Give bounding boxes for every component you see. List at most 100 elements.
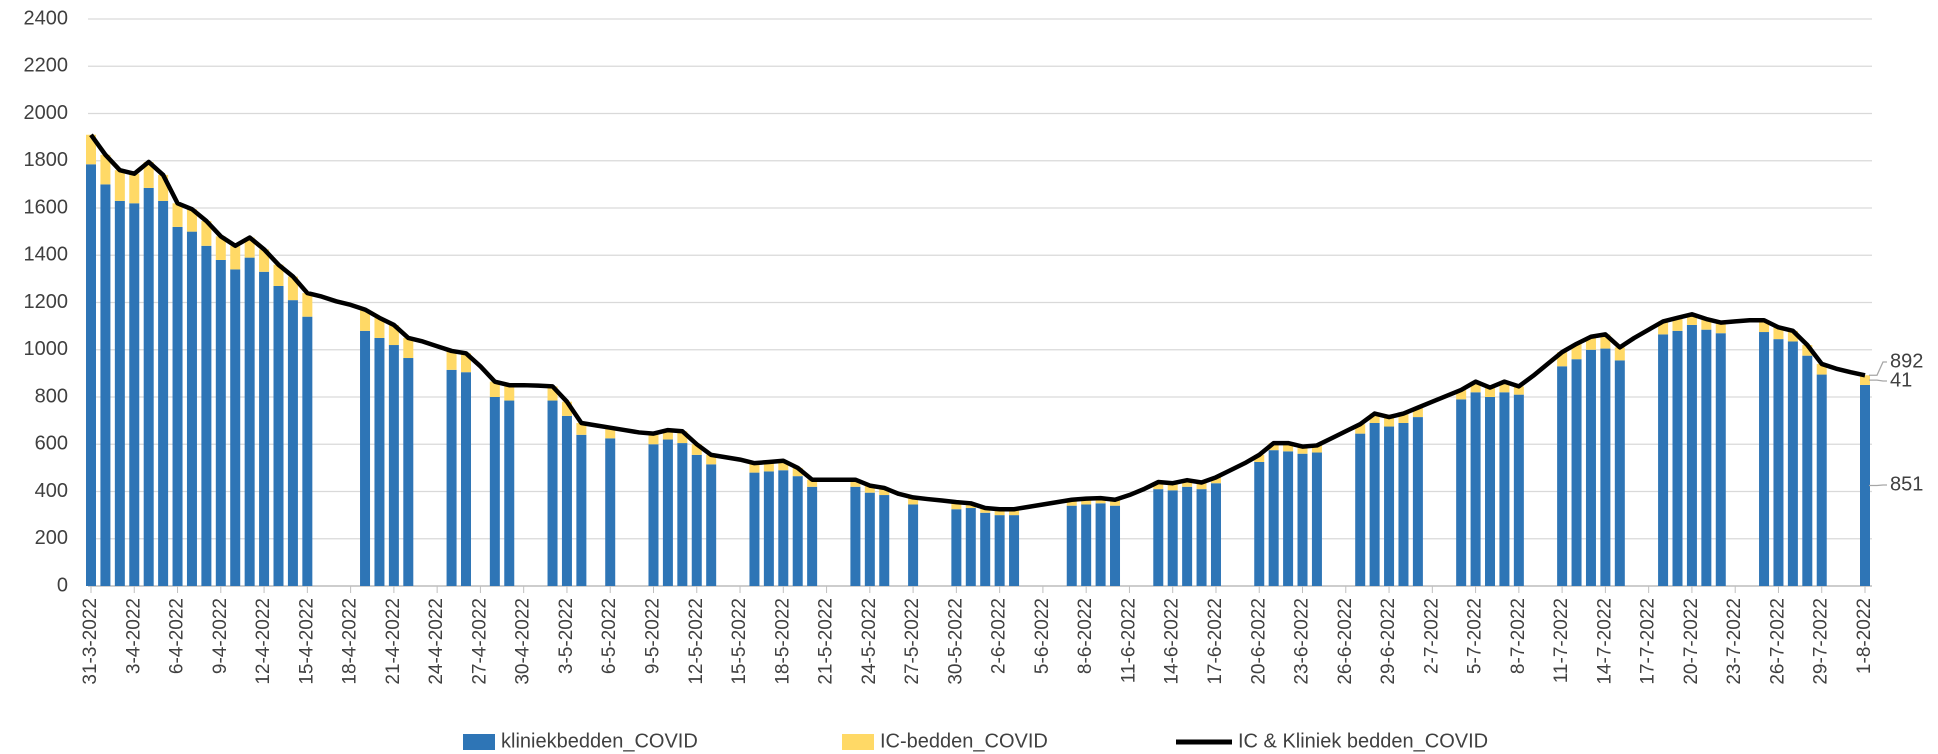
bar bbox=[778, 460, 789, 471]
bar bbox=[1600, 334, 1611, 349]
bar bbox=[287, 300, 298, 586]
bar bbox=[1773, 327, 1784, 340]
bar bbox=[1571, 343, 1582, 360]
bar bbox=[1571, 359, 1582, 586]
x-tick-label: 18-4-2022 bbox=[340, 598, 361, 685]
bar bbox=[648, 444, 659, 586]
bar bbox=[763, 461, 774, 472]
bar bbox=[1860, 375, 1870, 385]
y-tick-label: 2000 bbox=[24, 102, 69, 124]
bar bbox=[778, 470, 789, 586]
x-tick-label: 14-7-2022 bbox=[1594, 598, 1615, 685]
bar bbox=[86, 164, 96, 586]
y-tick-label: 800 bbox=[35, 385, 68, 407]
bar bbox=[230, 269, 241, 586]
bar bbox=[1470, 381, 1481, 393]
bar bbox=[1254, 461, 1265, 586]
bar bbox=[1268, 443, 1279, 451]
bar bbox=[1196, 482, 1207, 490]
bar bbox=[259, 249, 270, 272]
bar bbox=[908, 504, 919, 586]
x-tick-label: 9-4-2022 bbox=[210, 598, 231, 674]
x-tick-label: 20-6-2022 bbox=[1248, 598, 1269, 685]
x-tick-label: 3-5-2022 bbox=[556, 598, 577, 674]
leader-line bbox=[1869, 379, 1887, 382]
x-tick-label: 3-4-2022 bbox=[123, 598, 144, 674]
bar bbox=[504, 385, 515, 401]
x-tick-label: 26-6-2022 bbox=[1335, 598, 1356, 685]
bar bbox=[1470, 392, 1481, 586]
bar bbox=[1369, 413, 1380, 423]
bar bbox=[1658, 334, 1669, 586]
y-tick-label: 600 bbox=[35, 433, 68, 455]
x-tick-label: 8-6-2022 bbox=[1075, 598, 1096, 674]
bar bbox=[287, 276, 298, 301]
bar bbox=[1456, 389, 1467, 400]
bar bbox=[1686, 324, 1697, 586]
x-tick-label: 1-8-2022 bbox=[1854, 598, 1875, 674]
line bbox=[89, 133, 1866, 512]
bar bbox=[1672, 317, 1683, 331]
bar bbox=[460, 372, 471, 586]
bar bbox=[561, 415, 572, 586]
bar bbox=[677, 443, 688, 586]
bar bbox=[749, 463, 760, 473]
bar bbox=[1759, 320, 1770, 333]
bar bbox=[1398, 422, 1409, 586]
bar bbox=[908, 497, 919, 505]
bar bbox=[879, 487, 890, 496]
bar bbox=[1081, 504, 1092, 586]
bar bbox=[201, 220, 212, 246]
bar bbox=[1369, 422, 1380, 586]
bar bbox=[186, 231, 197, 586]
x-tick-label: 5-7-2022 bbox=[1465, 598, 1486, 674]
bar bbox=[1715, 322, 1726, 334]
bar bbox=[1499, 381, 1510, 393]
bar bbox=[1066, 505, 1077, 586]
bar bbox=[403, 337, 414, 359]
bar bbox=[1153, 489, 1164, 586]
x-tick-label: 31-3-2022 bbox=[80, 598, 101, 685]
data-label: 892 bbox=[1890, 350, 1923, 372]
bar bbox=[1210, 483, 1221, 586]
x-tick-label: 29-7-2022 bbox=[1811, 598, 1832, 685]
x-tick-label: 2-6-2022 bbox=[989, 598, 1010, 674]
bar bbox=[158, 174, 169, 201]
bar bbox=[273, 285, 284, 586]
y-tick-label: 1000 bbox=[24, 338, 69, 360]
y-tick-label: 1600 bbox=[24, 196, 69, 218]
bar bbox=[143, 161, 154, 188]
bar bbox=[360, 309, 371, 331]
bar bbox=[576, 434, 587, 586]
bar bbox=[1759, 332, 1770, 586]
bar bbox=[489, 397, 500, 586]
x-tick-label: 23-7-2022 bbox=[1724, 598, 1745, 685]
bar bbox=[980, 512, 991, 586]
bar bbox=[1095, 503, 1106, 586]
bar bbox=[1816, 374, 1827, 586]
x-tick-label: 8-7-2022 bbox=[1508, 598, 1529, 674]
leader-line bbox=[1869, 361, 1887, 376]
y-tick-label: 1400 bbox=[24, 244, 69, 266]
x-tick-label: 23-6-2022 bbox=[1292, 598, 1313, 685]
bar bbox=[114, 170, 125, 201]
bar bbox=[850, 486, 861, 586]
bar bbox=[1485, 397, 1496, 586]
x-tick-label: 11-6-2022 bbox=[1118, 598, 1139, 683]
x-tick-label: 27-5-2022 bbox=[902, 598, 923, 685]
bar bbox=[1499, 392, 1510, 586]
bar bbox=[1672, 330, 1683, 586]
x-tick-label: 9-5-2022 bbox=[643, 598, 664, 674]
bar bbox=[864, 485, 875, 493]
bar bbox=[374, 337, 385, 586]
x-tick-label: 11-7-2022 bbox=[1551, 598, 1572, 683]
bar bbox=[1787, 341, 1798, 586]
bar bbox=[864, 492, 875, 586]
bar bbox=[1196, 489, 1207, 586]
x-tick-label: 5-6-2022 bbox=[1032, 598, 1053, 674]
bar bbox=[1182, 486, 1193, 586]
x-tick-label: 6-4-2022 bbox=[167, 598, 188, 674]
legend-swatch bbox=[842, 734, 874, 750]
bar bbox=[1557, 366, 1568, 586]
bar bbox=[706, 464, 717, 586]
